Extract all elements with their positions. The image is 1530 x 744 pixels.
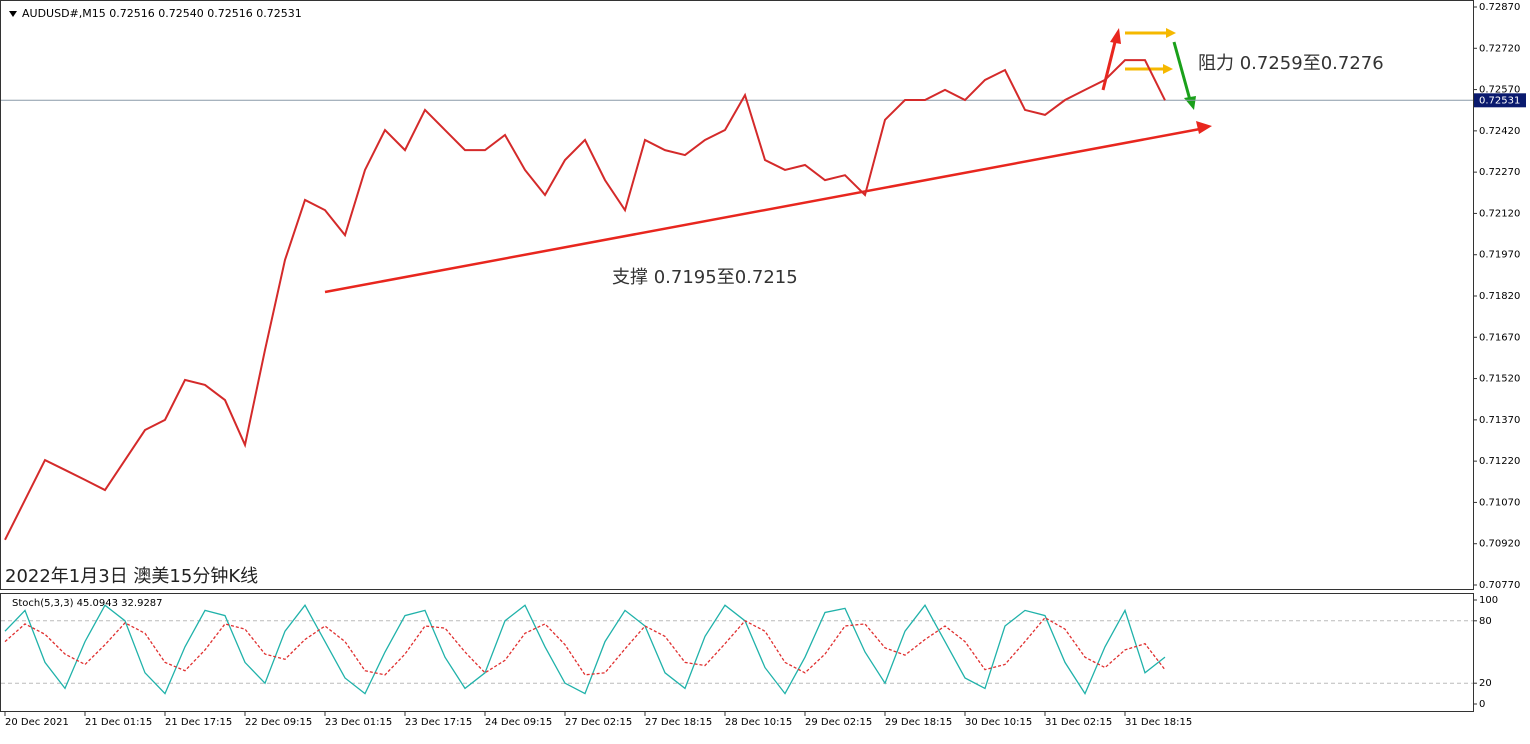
current-price-box <box>1474 93 1526 108</box>
support-trendline <box>324 127 1201 294</box>
stoch-pane <box>0 593 1474 712</box>
x-tick-label: 21 Dec 01:15 <box>85 717 152 728</box>
down-arrow <box>1172 41 1192 101</box>
arrow-head <box>1166 28 1176 38</box>
current-price-label: 0.72531 <box>1479 95 1520 106</box>
y-tick-label: 0.70920 <box>1479 539 1520 550</box>
resistance-label: 阻力 0.7259至0.7276 <box>1198 53 1384 74</box>
stoch-header: Stoch(5,3,3) 45.0943 32.9287 <box>12 598 163 609</box>
price-line <box>4 59 1166 541</box>
y-tick-label: 0.71370 <box>1479 415 1520 426</box>
x-tick-label: 30 Dec 10:15 <box>965 717 1032 728</box>
x-tick-label: 23 Dec 01:15 <box>325 717 392 728</box>
y-tick-label: 0.72720 <box>1479 43 1520 54</box>
x-tick-label: 31 Dec 18:15 <box>1125 717 1192 728</box>
x-tick-label: 28 Dec 10:15 <box>725 717 792 728</box>
y-tick-label: 0.71520 <box>1479 374 1520 385</box>
header-icon <box>9 11 17 17</box>
stoch-line <box>4 616 1166 676</box>
y-tick-label: 0.72420 <box>1479 126 1520 137</box>
arrow-head <box>1196 121 1212 134</box>
x-tick-label: 29 Dec 02:15 <box>805 717 872 728</box>
y-tick-label: 100 <box>1479 595 1498 606</box>
x-tick-label: 24 Dec 09:15 <box>485 717 552 728</box>
x-tick-label: 31 Dec 02:15 <box>1045 717 1112 728</box>
y-tick-label: 0.71070 <box>1479 497 1520 508</box>
y-tick-label: 0.71220 <box>1479 456 1520 467</box>
up-arrow <box>1101 37 1118 91</box>
y-tick-label: 0.71820 <box>1479 291 1520 302</box>
y-tick-label: 0.71970 <box>1479 250 1520 261</box>
arrow-head <box>1110 28 1121 44</box>
main-pane <box>0 0 1474 590</box>
support-label: 支撑 0.7195至0.7215 <box>612 267 798 288</box>
y-tick-label: 0.72570 <box>1479 85 1520 96</box>
arrow-head <box>1184 96 1196 110</box>
x-tick-label: 27 Dec 18:15 <box>645 717 712 728</box>
stoch-line <box>4 604 1166 695</box>
y-tick-label: 0.72270 <box>1479 167 1520 178</box>
y-tick-label: 0.70770 <box>1479 580 1520 591</box>
y-tick-label: 0 <box>1479 699 1485 710</box>
y-tick-label: 80 <box>1479 616 1492 627</box>
x-tick-label: 22 Dec 09:15 <box>245 717 312 728</box>
x-tick-label: 27 Dec 02:15 <box>565 717 632 728</box>
arrow-head <box>1163 64 1173 74</box>
y-tick-label: 20 <box>1479 678 1492 689</box>
chart-header: AUDUSD#,M15 0.72516 0.72540 0.72516 0.72… <box>22 7 302 20</box>
x-tick-label: 21 Dec 17:15 <box>165 717 232 728</box>
y-tick-label: 0.72870 <box>1479 2 1520 13</box>
x-tick-label: 29 Dec 18:15 <box>885 717 952 728</box>
x-tick-label: 20 Dec 2021 <box>5 717 69 728</box>
y-tick-label: 0.72120 <box>1479 208 1520 219</box>
x-tick-label: 23 Dec 17:15 <box>405 717 472 728</box>
y-tick-label: 0.71670 <box>1479 332 1520 343</box>
chart-caption: 2022年1月3日 澳美15分钟K线 <box>5 566 258 587</box>
